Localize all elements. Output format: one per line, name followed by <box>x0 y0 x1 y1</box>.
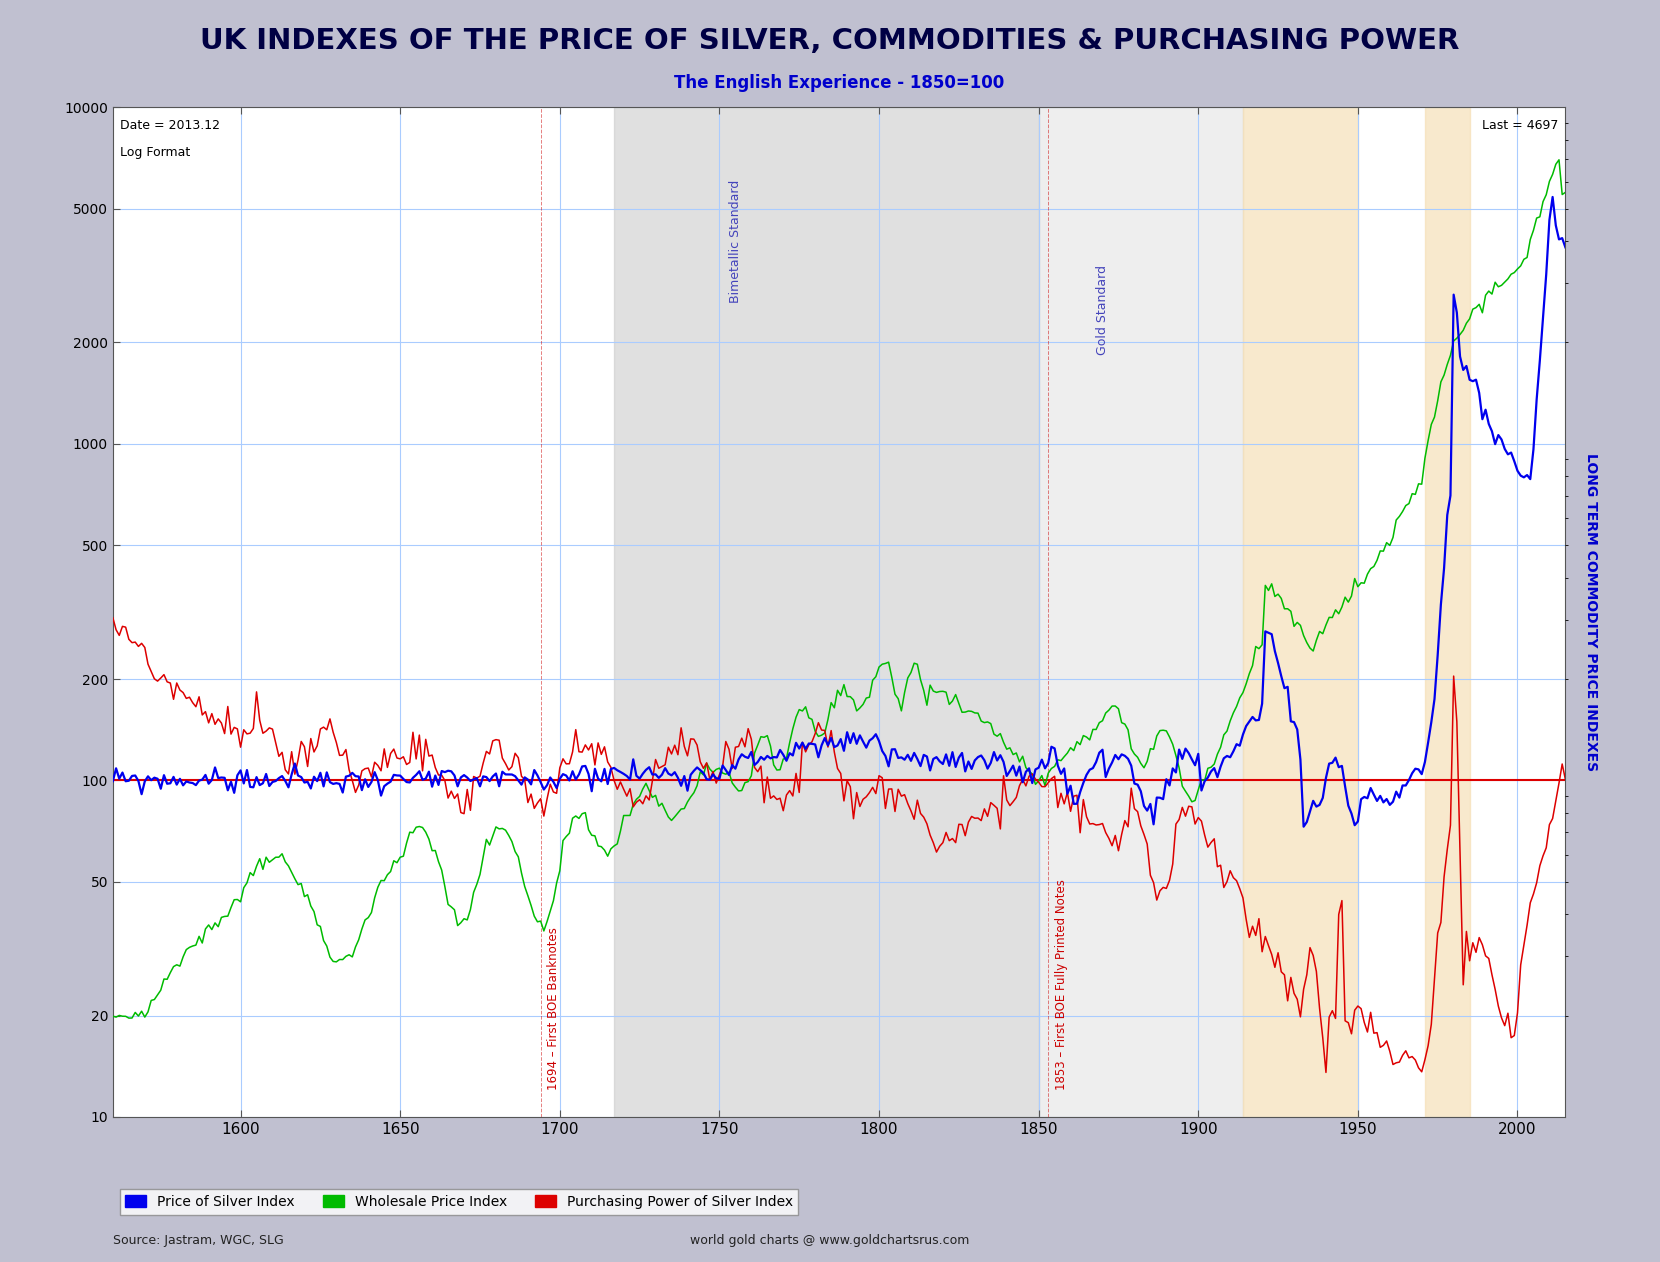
Text: The English Experience - 1850=100: The English Experience - 1850=100 <box>674 74 1004 92</box>
Text: Date = 2013.12: Date = 2013.12 <box>120 120 221 133</box>
Text: Bimetallic Standard: Bimetallic Standard <box>729 179 742 303</box>
Text: Gold Standard: Gold Standard <box>1096 265 1109 355</box>
Text: Log Format: Log Format <box>120 145 191 159</box>
Bar <box>1243 107 1358 1117</box>
Text: world gold charts @ www.goldchartsrus.com: world gold charts @ www.goldchartsrus.co… <box>691 1234 969 1247</box>
Bar <box>614 107 1039 1117</box>
Text: Source: Jastram, WGC, SLG: Source: Jastram, WGC, SLG <box>113 1234 284 1247</box>
Bar <box>1039 107 1243 1117</box>
Legend: Price of Silver Index, Wholesale Price Index, Purchasing Power of Silver Index: Price of Silver Index, Wholesale Price I… <box>120 1190 798 1214</box>
Text: Last = 4697: Last = 4697 <box>1482 120 1559 133</box>
Bar <box>1424 107 1469 1117</box>
Text: 1853 – First BOE Fully Printed Notes: 1853 – First BOE Fully Printed Notes <box>1054 880 1067 1090</box>
Text: 1694 – First BOE Banknotes: 1694 – First BOE Banknotes <box>548 928 559 1090</box>
Text: UK INDEXES OF THE PRICE OF SILVER, COMMODITIES & PURCHASING POWER: UK INDEXES OF THE PRICE OF SILVER, COMMO… <box>201 27 1459 56</box>
Y-axis label: LONG TERM COMMODITY PRICE INDEXES: LONG TERM COMMODITY PRICE INDEXES <box>1584 453 1599 771</box>
